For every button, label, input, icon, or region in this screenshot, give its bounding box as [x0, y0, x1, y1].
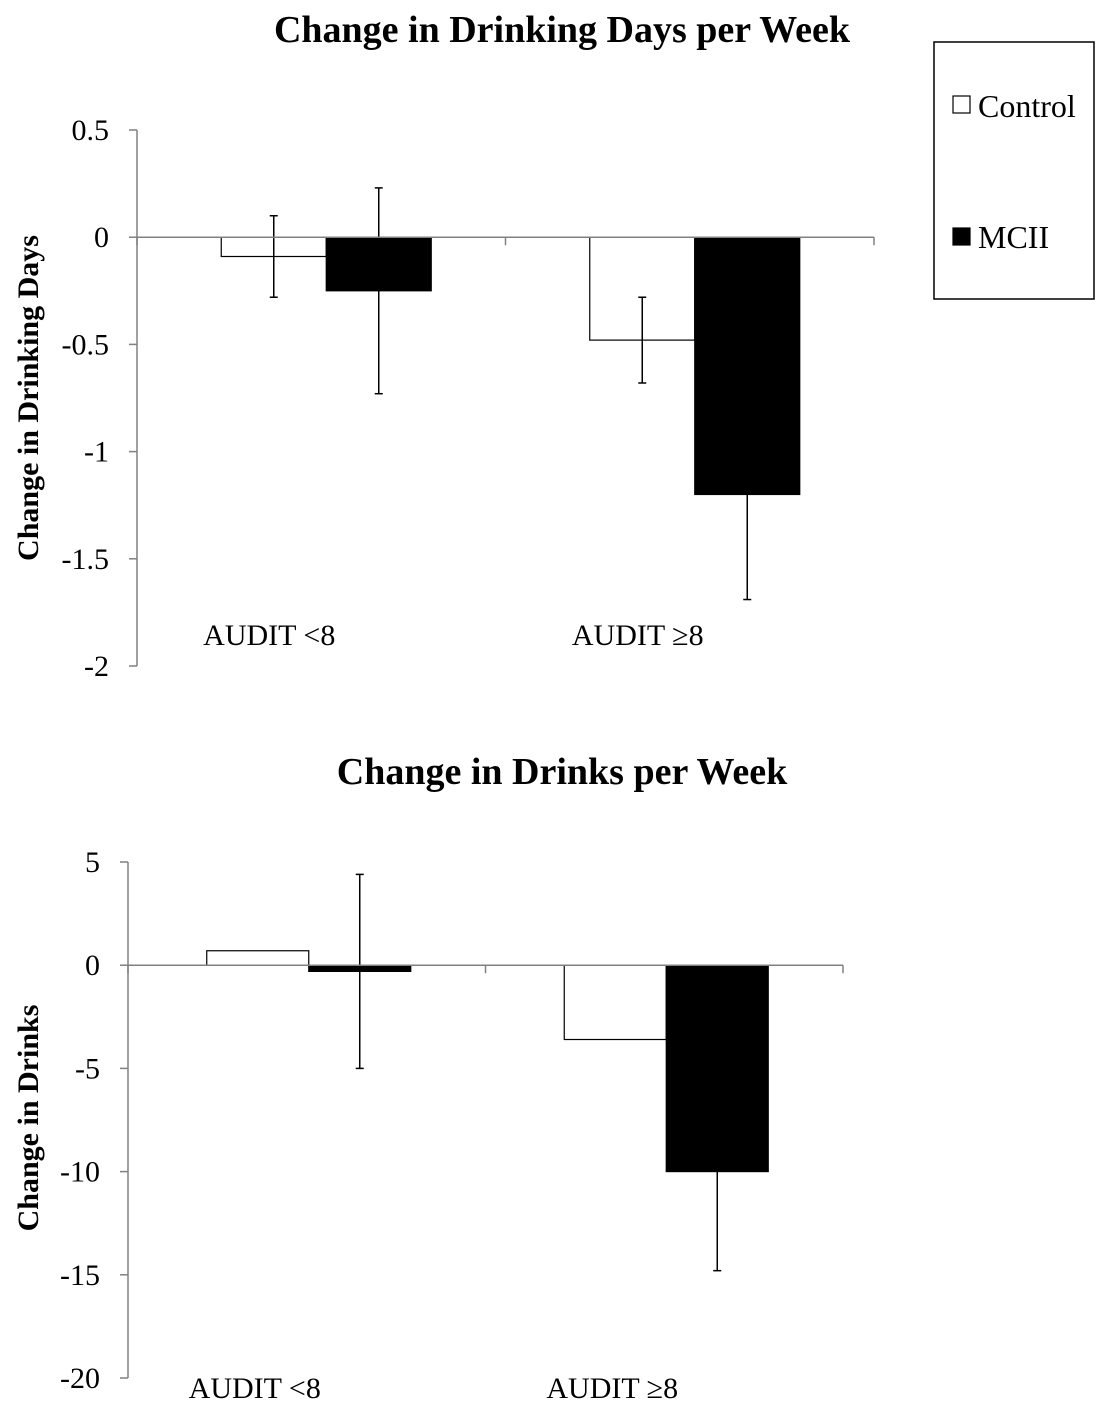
- y-axis-label: Change in Drinking Days: [12, 235, 45, 561]
- y-tick-label: -5: [75, 1052, 100, 1085]
- y-tick-label: -2: [84, 650, 109, 683]
- chart-drinks: Change in Drinks per Week Change in Drin…: [12, 751, 844, 1405]
- y-tick-label: -1.5: [62, 543, 110, 576]
- y-tick-label: -15: [60, 1259, 100, 1292]
- category-label: AUDIT <8: [203, 619, 335, 652]
- y-tick-label: 5: [85, 846, 100, 879]
- y-axis-label: Change in Drinks: [12, 1005, 45, 1232]
- y-tick-label: -0.5: [62, 328, 110, 361]
- legend: Control MCII: [933, 41, 1095, 300]
- plot-area: 0.5 0 -0.5 -1 -1.5 -2 AUDIT <8 AUDIT ≥8: [62, 114, 875, 683]
- legend-swatch-mcii: [952, 227, 971, 246]
- category-label: AUDIT <8: [189, 1372, 321, 1405]
- legend-label-control: Control: [978, 88, 1076, 124]
- y-tick-label: -1: [84, 436, 109, 469]
- category-label: AUDIT ≥8: [546, 1372, 678, 1405]
- bar-control-1: [206, 950, 310, 966]
- chart-drinking-days: Change in Drinking Days per Week Change …: [12, 9, 875, 683]
- bar-control-2: [563, 964, 667, 1041]
- y-tick-label: 0.5: [72, 114, 110, 147]
- y-tick-label: 0: [85, 949, 100, 982]
- legend-box: [933, 41, 1095, 300]
- plot-area: 5 0 -5 -10 -15 -20 AUDIT <8 AUDIT ≥8: [60, 846, 844, 1405]
- chart-title: Change in Drinks per Week: [337, 751, 788, 793]
- legend-swatch-control: [952, 95, 971, 114]
- legend-label-mcii: MCII: [978, 219, 1049, 255]
- y-tick-label: 0: [94, 221, 109, 254]
- y-tick-label: -20: [60, 1362, 100, 1395]
- y-tick-label: -10: [60, 1156, 100, 1189]
- chart-title: Change in Drinking Days per Week: [274, 9, 851, 51]
- category-label: AUDIT ≥8: [572, 619, 704, 652]
